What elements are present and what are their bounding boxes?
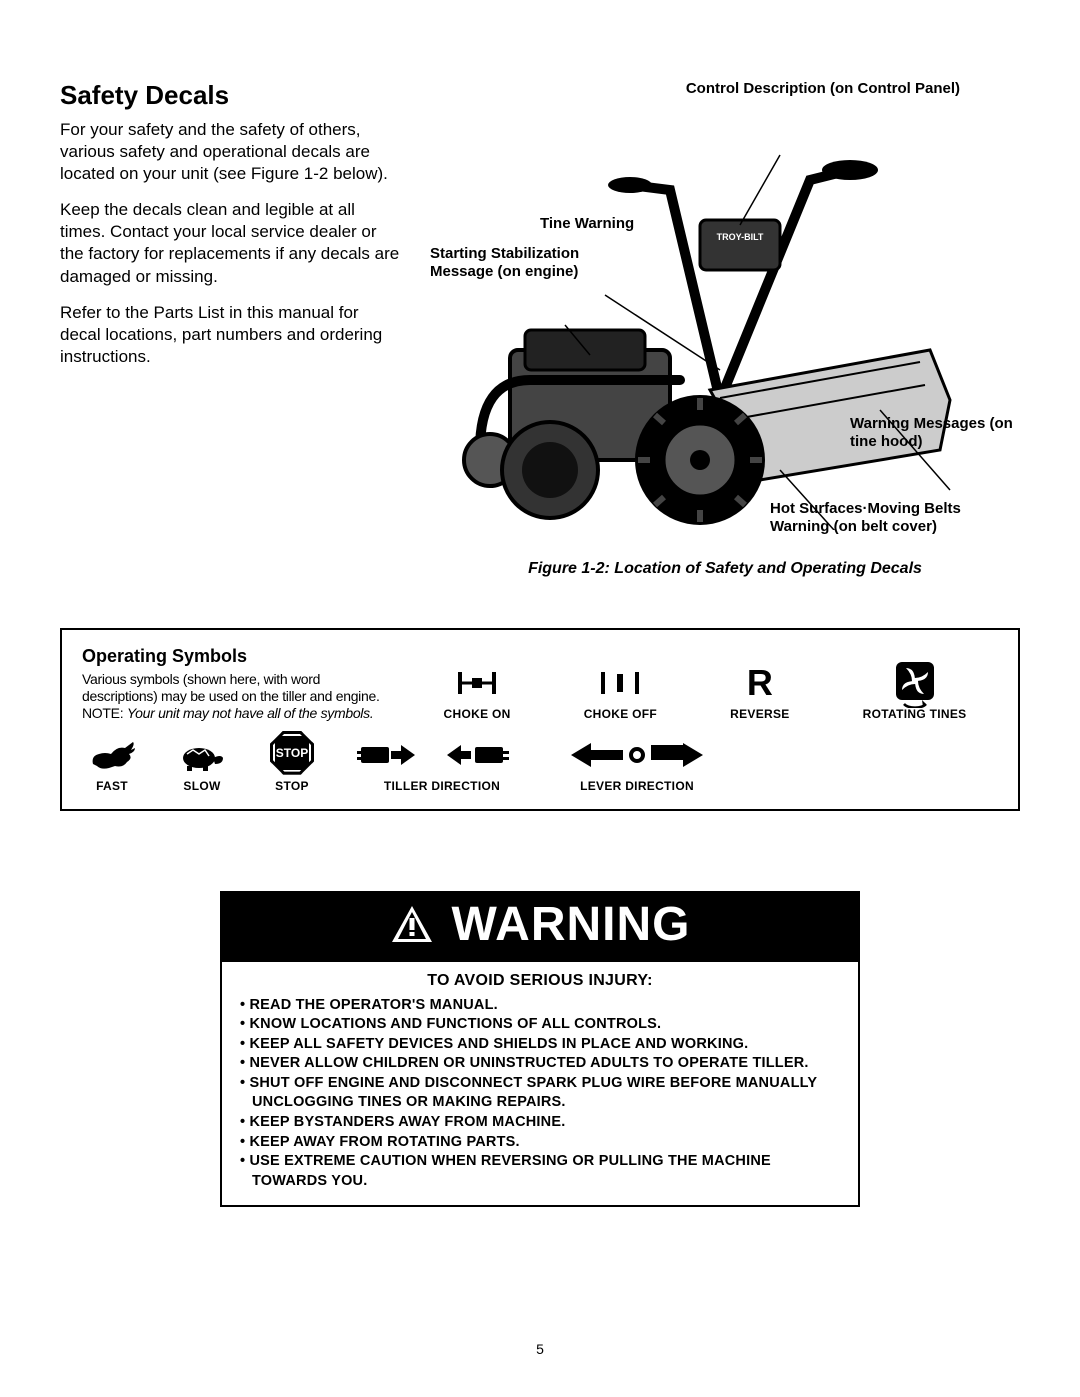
warning-item: USE EXTREME CAUTION WHEN REVERSING OR PU…: [240, 1152, 840, 1191]
warning-box: WARNING TO AVOID SERIOUS INJURY: READ TH…: [220, 891, 860, 1208]
symbol-stop: STOP STOP: [262, 731, 322, 793]
tiller-illustration: TROY-BILT: [450, 140, 990, 530]
warning-item: READ THE OPERATOR'S MANUAL.: [240, 996, 840, 1016]
warning-item: KEEP BYSTANDERS AWAY FROM MACHINE.: [240, 1113, 840, 1133]
warning-item: NEVER ALLOW CHILDREN OR UNINSTRUCTED ADU…: [240, 1054, 840, 1074]
paragraph: Refer to the Parts List in this manual f…: [60, 302, 400, 368]
warning-body: TO AVOID SERIOUS INJURY: READ THE OPERAT…: [222, 962, 858, 1206]
callout-warning-msgs: Warning Messages (on tine hood): [850, 415, 1020, 451]
figure-area: TROY-BILT: [430, 80, 1020, 550]
symbols-heading: Operating Symbols: [82, 646, 392, 667]
top-section: Safety Decals For your safety and the sa…: [60, 80, 1020, 578]
figure-caption: Figure 1-2: Location of Safety and Opera…: [430, 560, 1020, 578]
text-column: Safety Decals For your safety and the sa…: [60, 80, 400, 578]
warning-item: KNOW LOCATIONS AND FUNCTIONS OF ALL CONT…: [240, 1015, 840, 1035]
page-number: 5: [0, 1341, 1080, 1357]
warning-list: READ THE OPERATOR'S MANUAL. KNOW LOCATIO…: [240, 996, 840, 1192]
symbol-fast: FAST: [82, 735, 142, 793]
tiller-direction-icon: [352, 735, 532, 775]
section-heading: Safety Decals: [60, 80, 400, 111]
paragraph: Keep the decals clean and legible at all…: [60, 199, 400, 287]
svg-text:TROY-BILT: TROY-BILT: [717, 232, 764, 242]
callout-tine-warning: Tine Warning: [540, 215, 634, 233]
symbols-text: Operating Symbols Various symbols (shown…: [82, 646, 392, 721]
callout-starting-stab: Starting Stabilization Message (on engin…: [430, 245, 630, 281]
callout-hot-surfaces: Hot Surfaces·Moving Belts Warning (on be…: [770, 500, 1020, 536]
warning-triangle-icon: [390, 904, 434, 944]
warning-item: KEEP AWAY FROM ROTATING PARTS.: [240, 1133, 840, 1153]
turtle-icon: [172, 735, 232, 775]
symbol-slow: SLOW: [172, 735, 232, 793]
callout-control-desc: Control Description (on Control Panel): [686, 80, 960, 98]
rabbit-icon: [82, 735, 142, 775]
warning-title: WARNING: [452, 897, 691, 952]
symbol-rotating-tines: ROTATING TINES: [863, 663, 967, 721]
choke-off-icon: [584, 663, 657, 703]
stop-sign-icon: STOP: [270, 731, 314, 775]
operating-symbols-box: Operating Symbols Various symbols (shown…: [60, 628, 1020, 811]
rotating-tines-icon: [863, 663, 967, 703]
paragraph: For your safety and the safety of others…: [60, 119, 400, 185]
warning-header: WARNING: [222, 893, 858, 962]
symbol-lever-direction: LEVER DIRECTION: [562, 735, 712, 793]
reverse-icon: R: [730, 663, 789, 703]
symbol-choke-on: CHOKE ON: [444, 663, 511, 721]
symbol-choke-off: CHOKE OFF: [584, 663, 657, 721]
lever-direction-icon: [562, 735, 712, 775]
symbols-note: NOTE: Your unit may not have all of the …: [82, 705, 392, 721]
warning-item: KEEP ALL SAFETY DEVICES AND SHIELDS IN P…: [240, 1035, 840, 1055]
symbol-tiller-direction: TILLER DIRECTION: [352, 735, 532, 793]
symbol-reverse: R REVERSE: [730, 663, 789, 721]
figure-column: TROY-BILT: [430, 80, 1020, 578]
warning-item: SHUT OFF ENGINE AND DISCONNECT SPARK PLU…: [240, 1074, 840, 1113]
warning-subtitle: TO AVOID SERIOUS INJURY:: [240, 972, 840, 990]
symbols-description: Various symbols (shown here, with word d…: [82, 671, 392, 705]
choke-on-icon: [444, 663, 511, 703]
